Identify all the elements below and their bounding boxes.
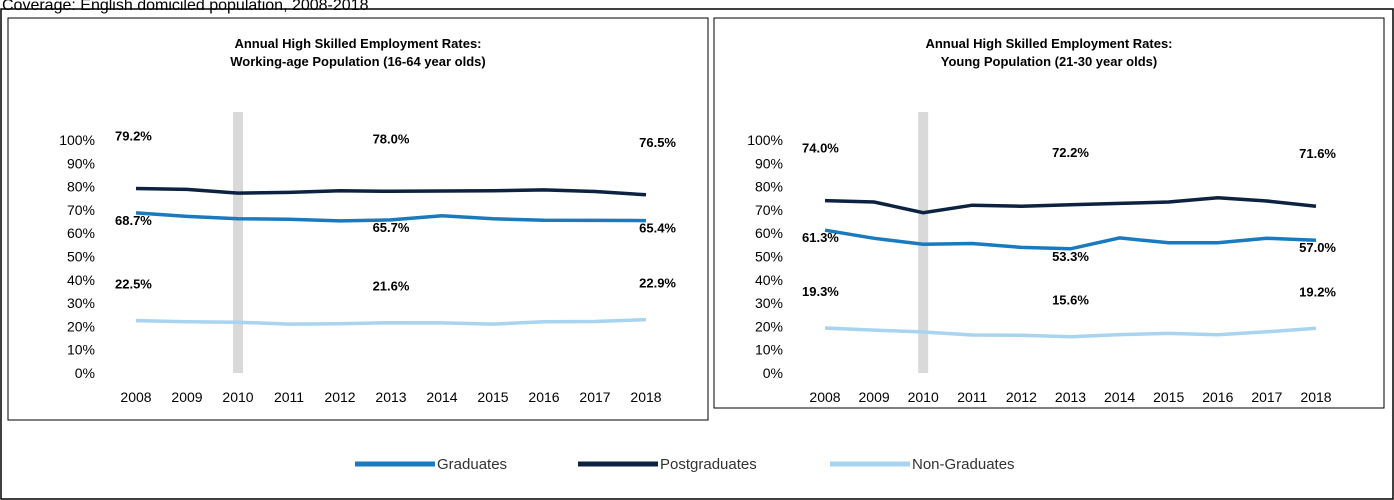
data-label: 71.6%: [1299, 146, 1336, 161]
x-tick-label: 2011: [274, 389, 304, 405]
x-tick-label: 2012: [324, 389, 355, 405]
chart-title: Annual High Skilled Employment Rates:: [925, 36, 1172, 51]
chart-title: Annual High Skilled Employment Rates:: [234, 36, 481, 51]
data-label: 68.7%: [115, 213, 152, 228]
x-tick-label: 2012: [1006, 389, 1037, 405]
x-tick-label: 2008: [120, 389, 151, 405]
x-tick-label: 2008: [809, 389, 840, 405]
data-label: 19.2%: [1299, 284, 1336, 299]
data-label: 74.0%: [802, 141, 839, 156]
y-tick-label: 70%: [755, 202, 783, 218]
y-tick-label: 90%: [67, 155, 95, 171]
y-tick-label: 90%: [755, 155, 783, 171]
x-tick-label: 2013: [1055, 389, 1086, 405]
series-line: [824, 228, 1317, 251]
x-tick-label: 2015: [477, 389, 508, 405]
data-label: 78.0%: [373, 131, 410, 146]
x-tick-label: 2009: [859, 389, 890, 405]
data-label: 22.5%: [115, 277, 152, 292]
data-label: 79.2%: [115, 128, 152, 143]
series-line: [824, 196, 1317, 215]
x-tick-label: 2015: [1153, 389, 1184, 405]
y-tick-label: 80%: [67, 179, 95, 195]
x-tick-label: 2010: [908, 389, 939, 405]
x-tick-label: 2017: [1251, 389, 1282, 405]
y-tick-label: 0%: [75, 365, 95, 381]
data-label: 57.0%: [1299, 240, 1336, 255]
legend-label: Postgraduates: [660, 456, 757, 473]
caption: Coverage: English domiciled population, …: [2, 0, 369, 14]
y-tick-label: 0%: [763, 365, 783, 381]
x-tick-label: 2011: [957, 389, 987, 405]
y-tick-label: 20%: [755, 318, 783, 334]
x-tick-label: 2013: [375, 389, 406, 405]
x-tick-label: 2014: [426, 389, 457, 405]
data-label: 65.4%: [639, 221, 676, 236]
data-label: 61.3%: [802, 230, 839, 245]
series-line: [135, 317, 647, 326]
y-tick-label: 40%: [755, 272, 783, 288]
x-tick-label: 2014: [1104, 389, 1135, 405]
x-tick-label: 2018: [630, 389, 661, 405]
series-line: [135, 211, 647, 223]
data-label: 72.2%: [1052, 145, 1089, 160]
y-tick-label: 100%: [747, 132, 783, 148]
data-label: 19.3%: [802, 284, 839, 299]
chart-title: Young Population (21-30 year olds): [941, 54, 1157, 69]
outer-frame: [0, 8, 1394, 500]
data-label: 65.7%: [373, 220, 410, 235]
series-line: [135, 186, 647, 197]
data-label: 76.5%: [639, 135, 676, 150]
y-tick-label: 60%: [67, 225, 95, 241]
y-tick-label: 100%: [59, 132, 95, 148]
y-tick-label: 60%: [755, 225, 783, 241]
y-tick-label: 30%: [755, 295, 783, 311]
data-label: 15.6%: [1052, 293, 1089, 308]
x-tick-label: 2018: [1300, 389, 1331, 405]
data-label: 21.6%: [373, 279, 410, 294]
x-tick-label: 2009: [171, 389, 202, 405]
data-label: 53.3%: [1052, 249, 1089, 264]
y-tick-label: 70%: [67, 202, 95, 218]
x-tick-label: 2010: [222, 389, 253, 405]
y-tick-label: 40%: [67, 272, 95, 288]
y-tick-label: 30%: [67, 295, 95, 311]
highlight-band: [233, 112, 243, 373]
data-label: 22.9%: [639, 276, 676, 291]
y-tick-label: 10%: [755, 342, 783, 358]
x-tick-label: 2017: [579, 389, 610, 405]
y-tick-label: 50%: [67, 249, 95, 265]
series-line: [824, 326, 1317, 339]
panel-right: [713, 17, 1385, 409]
legend-label: Non-Graduates: [912, 456, 1015, 473]
y-tick-label: 50%: [755, 249, 783, 265]
y-tick-label: 80%: [755, 179, 783, 195]
y-tick-label: 20%: [67, 318, 95, 334]
legend-label: Graduates: [437, 456, 507, 473]
y-tick-label: 10%: [67, 342, 95, 358]
chart-title: Working-age Population (16-64 year olds): [230, 54, 485, 69]
x-tick-label: 2016: [1202, 389, 1233, 405]
x-tick-label: 2016: [528, 389, 559, 405]
